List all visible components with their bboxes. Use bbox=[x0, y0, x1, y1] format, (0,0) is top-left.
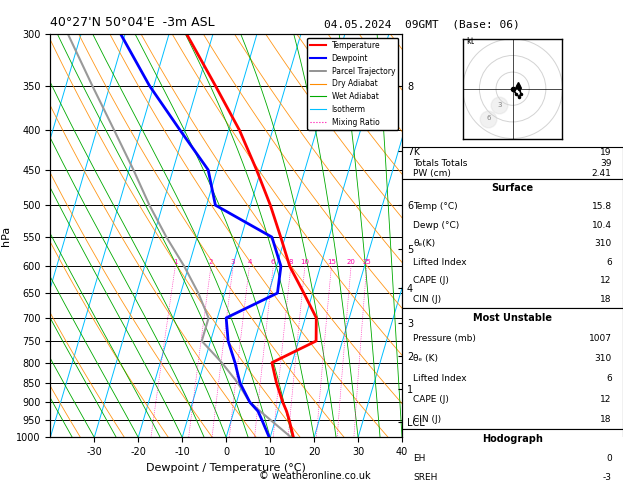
Text: 0: 0 bbox=[606, 454, 611, 463]
FancyBboxPatch shape bbox=[402, 308, 623, 429]
Text: K: K bbox=[413, 148, 419, 157]
Text: CIN (J): CIN (J) bbox=[413, 415, 441, 424]
Text: 12: 12 bbox=[600, 395, 611, 403]
Text: 2.41: 2.41 bbox=[592, 169, 611, 178]
Text: 15.8: 15.8 bbox=[591, 202, 611, 211]
Text: SREH: SREH bbox=[413, 473, 437, 482]
Text: 310: 310 bbox=[594, 239, 611, 248]
Text: 6: 6 bbox=[271, 259, 276, 265]
Text: Hodograph: Hodograph bbox=[482, 434, 543, 444]
Text: © weatheronline.co.uk: © weatheronline.co.uk bbox=[259, 471, 370, 481]
FancyBboxPatch shape bbox=[402, 147, 623, 179]
Text: θₑ (K): θₑ (K) bbox=[413, 354, 438, 363]
Text: 40°27'N 50°04'E  -3m ASL: 40°27'N 50°04'E -3m ASL bbox=[50, 16, 215, 29]
Text: 20: 20 bbox=[347, 259, 355, 265]
Text: Most Unstable: Most Unstable bbox=[473, 313, 552, 323]
FancyBboxPatch shape bbox=[402, 179, 623, 308]
Text: Dewp (°C): Dewp (°C) bbox=[413, 221, 459, 230]
Text: Totals Totals: Totals Totals bbox=[413, 158, 467, 168]
Text: 1: 1 bbox=[173, 259, 177, 265]
Legend: Temperature, Dewpoint, Parcel Trajectory, Dry Adiabat, Wet Adiabat, Isotherm, Mi: Temperature, Dewpoint, Parcel Trajectory… bbox=[307, 38, 398, 130]
Text: CIN (J): CIN (J) bbox=[413, 295, 441, 304]
Text: 15: 15 bbox=[327, 259, 336, 265]
Text: 10: 10 bbox=[301, 259, 309, 265]
Text: 310: 310 bbox=[594, 354, 611, 363]
Text: 3: 3 bbox=[231, 259, 235, 265]
Text: 18: 18 bbox=[600, 295, 611, 304]
Text: CAPE (J): CAPE (J) bbox=[413, 276, 449, 285]
Text: 6: 6 bbox=[486, 115, 491, 121]
Text: 25: 25 bbox=[362, 259, 371, 265]
Text: kt: kt bbox=[466, 37, 474, 46]
Text: 39: 39 bbox=[600, 158, 611, 168]
Text: CAPE (J): CAPE (J) bbox=[413, 395, 449, 403]
Text: -3: -3 bbox=[603, 473, 611, 482]
Text: 4: 4 bbox=[247, 259, 252, 265]
Text: Lifted Index: Lifted Index bbox=[413, 258, 467, 267]
Text: 1007: 1007 bbox=[589, 334, 611, 343]
Text: 8: 8 bbox=[289, 259, 293, 265]
FancyBboxPatch shape bbox=[402, 429, 623, 486]
X-axis label: Dewpoint / Temperature (°C): Dewpoint / Temperature (°C) bbox=[146, 463, 306, 473]
Text: PW (cm): PW (cm) bbox=[413, 169, 451, 178]
Text: 04.05.2024  09GMT  (Base: 06): 04.05.2024 09GMT (Base: 06) bbox=[323, 19, 520, 30]
Text: 2: 2 bbox=[209, 259, 213, 265]
Text: θₑ(K): θₑ(K) bbox=[413, 239, 435, 248]
Text: Lifted Index: Lifted Index bbox=[413, 374, 467, 383]
Text: 6: 6 bbox=[606, 258, 611, 267]
Text: EH: EH bbox=[413, 454, 425, 463]
Text: 18: 18 bbox=[600, 415, 611, 424]
Text: 3: 3 bbox=[498, 102, 502, 108]
Text: 19: 19 bbox=[600, 148, 611, 157]
Y-axis label: hPa: hPa bbox=[1, 226, 11, 246]
Text: Temp (°C): Temp (°C) bbox=[413, 202, 458, 211]
Text: Surface: Surface bbox=[491, 183, 533, 193]
Text: 10.4: 10.4 bbox=[592, 221, 611, 230]
Text: Pressure (mb): Pressure (mb) bbox=[413, 334, 476, 343]
Text: 6: 6 bbox=[606, 374, 611, 383]
Text: 12: 12 bbox=[600, 276, 611, 285]
